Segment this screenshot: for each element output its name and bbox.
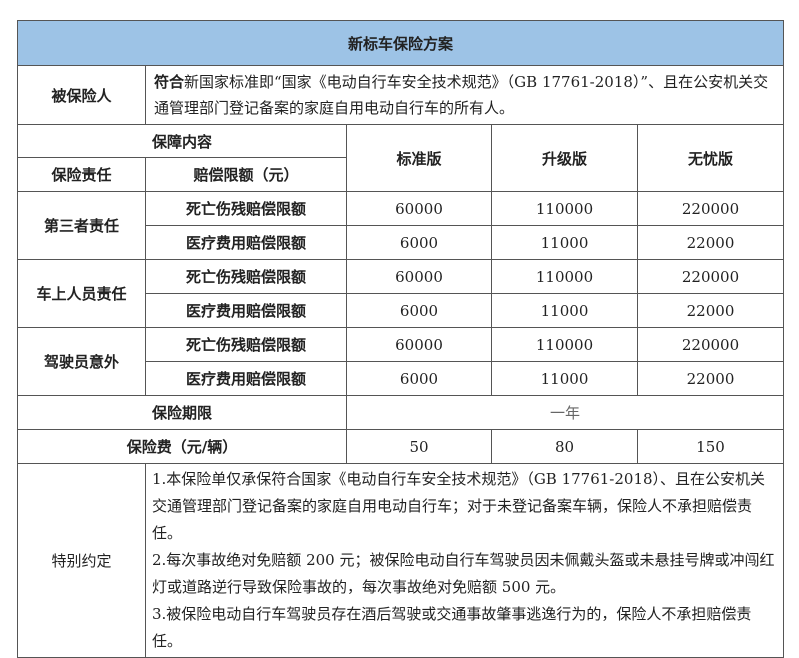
special-terms: 1.本保险单仅承保符合国家《电动自行车安全技术规范》（GB 17761-2018…	[145, 463, 784, 658]
limit-value: 220000	[637, 191, 784, 226]
limit-header: 赔偿限额（元）	[145, 157, 347, 192]
special-term-1: 1.本保险单仅承保符合国家《电动自行车安全技术规范》（GB 17761-2018…	[152, 470, 766, 542]
liability-name: 车上人员责任	[17, 259, 146, 328]
liability-header: 保险责任	[17, 157, 146, 192]
limit-value: 110000	[491, 259, 638, 294]
limit-value: 6000	[346, 225, 492, 260]
liability-name: 驾驶员意外	[17, 327, 146, 396]
limit-item: 医疗费用赔偿限额	[145, 293, 347, 328]
limit-value: 110000	[491, 191, 638, 226]
liability-name: 第三者责任	[17, 191, 146, 260]
limit-item: 死亡伤残赔偿限额	[145, 191, 347, 226]
premium-worryfree: 150	[637, 429, 784, 464]
insured-bold-prefix: 符合	[154, 73, 185, 91]
limit-value: 6000	[346, 361, 492, 396]
limit-value: 60000	[346, 259, 492, 294]
insured-label: 被保险人	[17, 65, 146, 125]
insured-description: 符合新国家标准即“国家《电动自行车安全技术规范》（GB 17761-2018）”…	[145, 65, 784, 125]
table-row: 医疗费用赔偿限额 6000 11000 22000	[18, 293, 784, 328]
insurance-plan-table: 新标车保险方案 被保险人 符合新国家标准即“国家《电动自行车安全技术规范》（GB…	[17, 20, 784, 658]
limit-value: 22000	[637, 361, 784, 396]
plan-header-upgrade: 升级版	[491, 124, 638, 192]
limit-value: 6000	[346, 293, 492, 328]
table-row: 医疗费用赔偿限额 6000 11000 22000	[18, 225, 784, 260]
limit-value: 22000	[637, 293, 784, 328]
plan-header-standard: 标准版	[346, 124, 492, 192]
table-row: 车上人员责任 死亡伤残赔偿限额 60000 110000 220000	[17, 259, 784, 328]
special-term-2: 2.每次事故绝对免赔额 200 元；被保险电动自行车驾驶员因未佩戴头盔或未悬挂号…	[152, 551, 775, 596]
limit-value: 60000	[346, 191, 492, 226]
coverage-header: 保障内容	[17, 124, 347, 158]
limit-value: 220000	[637, 259, 784, 294]
special-term-3: 3.被保险电动自行车驾驶员存在酒后驾驶或交通事故肇事逃逸行为的，保险人不承担赔偿…	[152, 605, 752, 650]
limit-item: 医疗费用赔偿限额	[145, 361, 347, 396]
limit-value: 22000	[637, 225, 784, 260]
period-value: 一年	[346, 395, 784, 430]
limit-value: 110000	[491, 327, 638, 362]
limit-value: 11000	[491, 293, 638, 328]
limit-value: 11000	[491, 225, 638, 260]
limit-value: 11000	[491, 361, 638, 396]
premium-upgrade: 80	[491, 429, 638, 464]
limit-value: 60000	[346, 327, 492, 362]
special-label: 特别约定	[17, 463, 146, 658]
table-row: 驾驶员意外 死亡伤残赔偿限额 60000 110000 220000	[17, 327, 784, 396]
table-title: 新标车保险方案	[17, 20, 784, 66]
period-label: 保险期限	[17, 395, 347, 430]
limit-item: 医疗费用赔偿限额	[145, 225, 347, 260]
table-row: 第三者责任 死亡伤残赔偿限额 60000 110000 220000	[17, 191, 784, 260]
limit-item: 死亡伤残赔偿限额	[145, 259, 347, 294]
table-row: 医疗费用赔偿限额 6000 11000 22000	[18, 361, 784, 396]
plan-header-worryfree: 无忧版	[637, 124, 784, 192]
limit-value: 220000	[637, 327, 784, 362]
limit-item: 死亡伤残赔偿限额	[145, 327, 347, 362]
premium-label: 保险费（元/辆）	[17, 429, 347, 464]
insured-text: 新国家标准即“国家《电动自行车安全技术规范》（GB 17761-2018）”、且…	[154, 73, 769, 117]
premium-standard: 50	[346, 429, 492, 464]
